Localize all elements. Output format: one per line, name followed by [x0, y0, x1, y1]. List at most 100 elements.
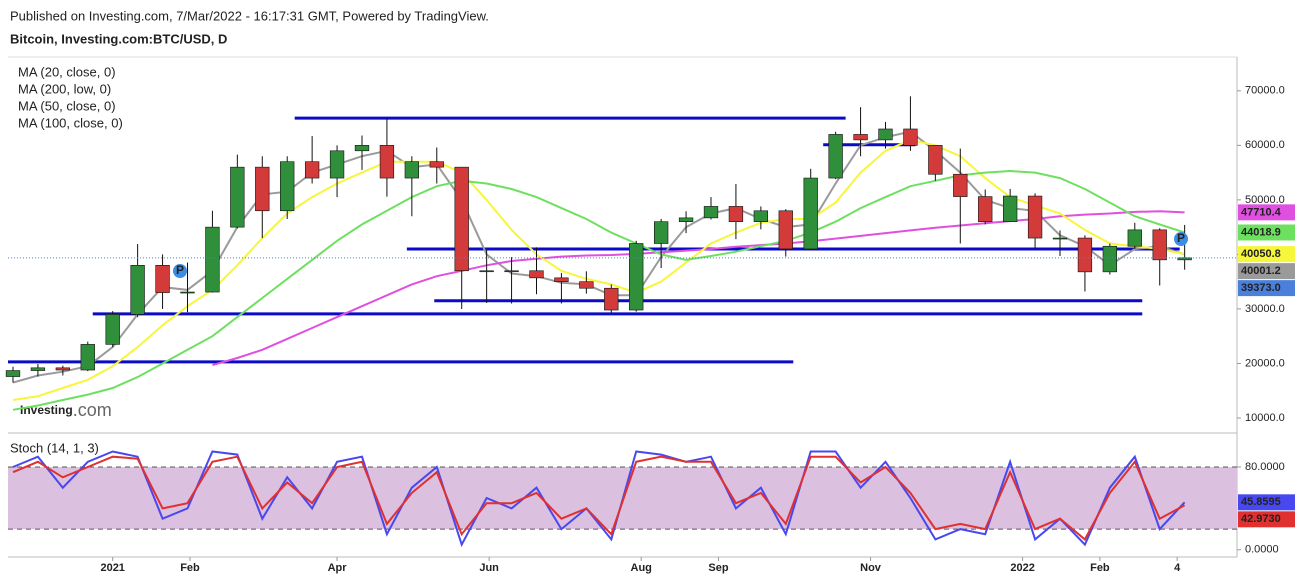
candle-body	[155, 265, 170, 293]
candle-body	[728, 206, 744, 222]
candle-body	[1052, 237, 1068, 240]
indicator-line	[12, 169, 1185, 411]
candle-body	[354, 145, 370, 152]
candle-body	[853, 134, 868, 141]
candle-body	[703, 206, 719, 219]
indicator-line	[212, 210, 1185, 367]
event-marker: P	[173, 263, 187, 278]
x-tick-label: Aug	[631, 562, 652, 574]
candle-body	[55, 367, 70, 371]
source-note: Published on Investing.com, 7/Mar/2022 -…	[10, 8, 489, 23]
x-tick-label: Nov	[860, 562, 882, 574]
price-label: 40050.8	[1241, 248, 1281, 260]
watermark-domain: .com	[73, 400, 112, 420]
candle-body	[304, 161, 320, 179]
price-label: 47710.4	[1241, 206, 1282, 218]
y-tick-label: 70000.0	[1245, 85, 1285, 97]
candle-body	[105, 314, 120, 345]
candle-body	[554, 277, 569, 282]
candle-body	[529, 270, 544, 279]
x-tick-label: Sep	[708, 562, 728, 574]
candle-body	[5, 370, 21, 377]
price-label-box	[1238, 511, 1295, 528]
candle-body	[504, 270, 519, 273]
candle-body	[1127, 229, 1142, 247]
indicator-line	[12, 450, 1186, 548]
price-label-box	[1238, 494, 1295, 511]
legend-entry: MA (200, low, 0)	[18, 81, 111, 96]
legend-entry: MA (100, close, 0)	[18, 115, 123, 130]
x-tick-label: 4	[1174, 562, 1181, 574]
candle-body	[80, 344, 95, 371]
x-tick-label: 2021	[100, 562, 124, 574]
y-tick-label: 20000.0	[1245, 357, 1285, 369]
price-label-box	[1238, 224, 1295, 241]
legend-entry: MA (20, close, 0)	[18, 64, 116, 79]
watermark-brand: Investing	[20, 403, 73, 417]
candle-body	[604, 287, 619, 311]
y-tick-label: 0.0000	[1245, 544, 1279, 556]
candle-body	[579, 281, 594, 289]
legend-entry: MA (50, close, 0)	[18, 98, 116, 113]
candle-body	[180, 291, 195, 294]
price-label: 39373.0	[1241, 282, 1281, 294]
plot-layers: 10000.020000.030000.040000.050000.060000…	[5, 64, 1295, 574]
price-label: 44018.9	[1241, 226, 1281, 238]
candle-body	[1002, 195, 1018, 222]
candle-body	[255, 166, 270, 212]
x-tick-label: 2022	[1010, 562, 1034, 574]
candle-body	[828, 134, 843, 179]
candle-body	[953, 173, 968, 197]
candle-body	[1102, 245, 1118, 273]
x-tick-label: Jun	[479, 562, 499, 574]
y-tick-label: 10000.0	[1245, 412, 1285, 424]
price-label: 45.8595	[1241, 496, 1281, 508]
candle-body	[429, 161, 444, 168]
candle-body	[454, 166, 469, 272]
candle-body	[205, 226, 220, 293]
y-tick-label: 50000.0	[1245, 194, 1285, 206]
y-tick-label: 60000.0	[1245, 139, 1285, 151]
price-label: 40001.2	[1241, 265, 1281, 277]
candle-body	[928, 145, 943, 175]
watermark: Investing.com	[20, 400, 112, 420]
candle-body	[803, 177, 818, 250]
candle-body	[1027, 195, 1043, 239]
y-tick-label: 80.0000	[1245, 461, 1285, 473]
price-label-box	[1238, 280, 1295, 297]
candle-body	[903, 128, 918, 146]
candle-body	[404, 161, 420, 179]
candle-body	[379, 145, 395, 179]
x-tick-label: Feb	[180, 562, 200, 574]
price-label-box	[1238, 246, 1295, 263]
chart-title: Bitcoin, Investing.com:BTC/USD, D	[10, 31, 227, 46]
x-tick-label: Apr	[328, 562, 348, 574]
indicator-line	[12, 455, 1186, 541]
x-tick-label: Feb	[1090, 562, 1110, 574]
candle-body	[479, 270, 494, 273]
candle-body	[130, 265, 145, 315]
candle-body	[678, 217, 694, 222]
candle-body	[30, 367, 46, 371]
event-marker: P	[1174, 231, 1188, 246]
candle-body	[778, 210, 793, 250]
svg-text:P: P	[176, 263, 184, 277]
indicator-legend: Stoch (14, 1, 3)	[10, 440, 99, 455]
candle-body	[1077, 237, 1093, 273]
candle-body	[329, 150, 345, 179]
price-label: 42.9730	[1241, 513, 1281, 525]
indicator-line	[12, 138, 1185, 401]
candle-body	[230, 166, 245, 228]
y-tick-label: 30000.0	[1245, 303, 1285, 315]
candle-body	[753, 210, 769, 222]
candle-body	[978, 196, 993, 222]
candle-body	[1152, 229, 1167, 261]
svg-text:P: P	[1177, 231, 1185, 245]
candle-body	[280, 161, 295, 212]
candle-body	[653, 221, 669, 244]
price-label-box	[1238, 263, 1295, 280]
price-label-box	[1238, 204, 1295, 221]
candle-body	[878, 128, 893, 141]
candle-body	[629, 243, 644, 311]
